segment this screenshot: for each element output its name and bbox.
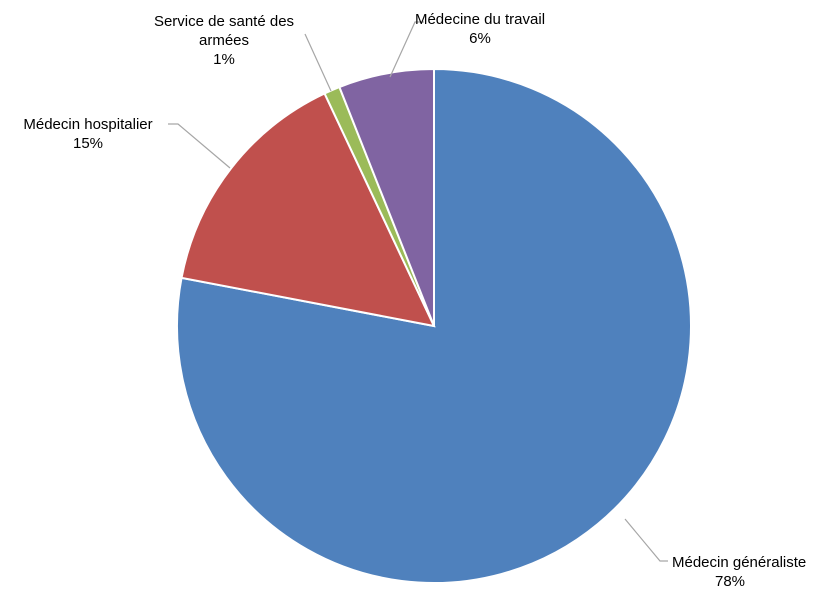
leader-line-service-de-sante-des-armees: [304, 33, 332, 92]
pie-slice-medecine-du-travail: [338, 67, 435, 327]
data-label-medecin-hospitalier: Médecin hospitalier 15%: [23, 116, 152, 152]
data-label-category: Service de santé des: [154, 13, 294, 30]
data-label-category: armées: [199, 32, 249, 49]
slices-layer: [176, 67, 692, 584]
data-label-value: 78%: [715, 573, 745, 590]
data-label-category: Médecine du travail: [415, 11, 545, 28]
leader-line-medecine-du-travail: [389, 21, 424, 78]
data-label-category: Médecin hospitalier: [23, 116, 152, 133]
leader-line-medecin-generaliste: [624, 518, 668, 562]
data-label-medecine-du-travail: Médecine du travail 6%: [415, 11, 545, 47]
data-label-medecin-generaliste: Médecin généraliste 78%: [672, 554, 806, 590]
data-label-service-de-sante-des-armees: Service de santé des armées 1%: [154, 13, 294, 68]
data-label-category: Médecin généraliste: [672, 554, 806, 571]
data-label-value: 1%: [213, 51, 235, 68]
pie-slice-medecin-hospitalier: [180, 92, 436, 328]
data-label-value: 15%: [73, 135, 103, 152]
data-labels-layer: Médecin généraliste 78% Médecin hospitalie…: [23, 11, 806, 590]
leader-lines-layer: [168, 21, 668, 562]
data-label-value: 6%: [469, 30, 491, 47]
leader-line-medecin-hospitalier: [168, 123, 231, 169]
